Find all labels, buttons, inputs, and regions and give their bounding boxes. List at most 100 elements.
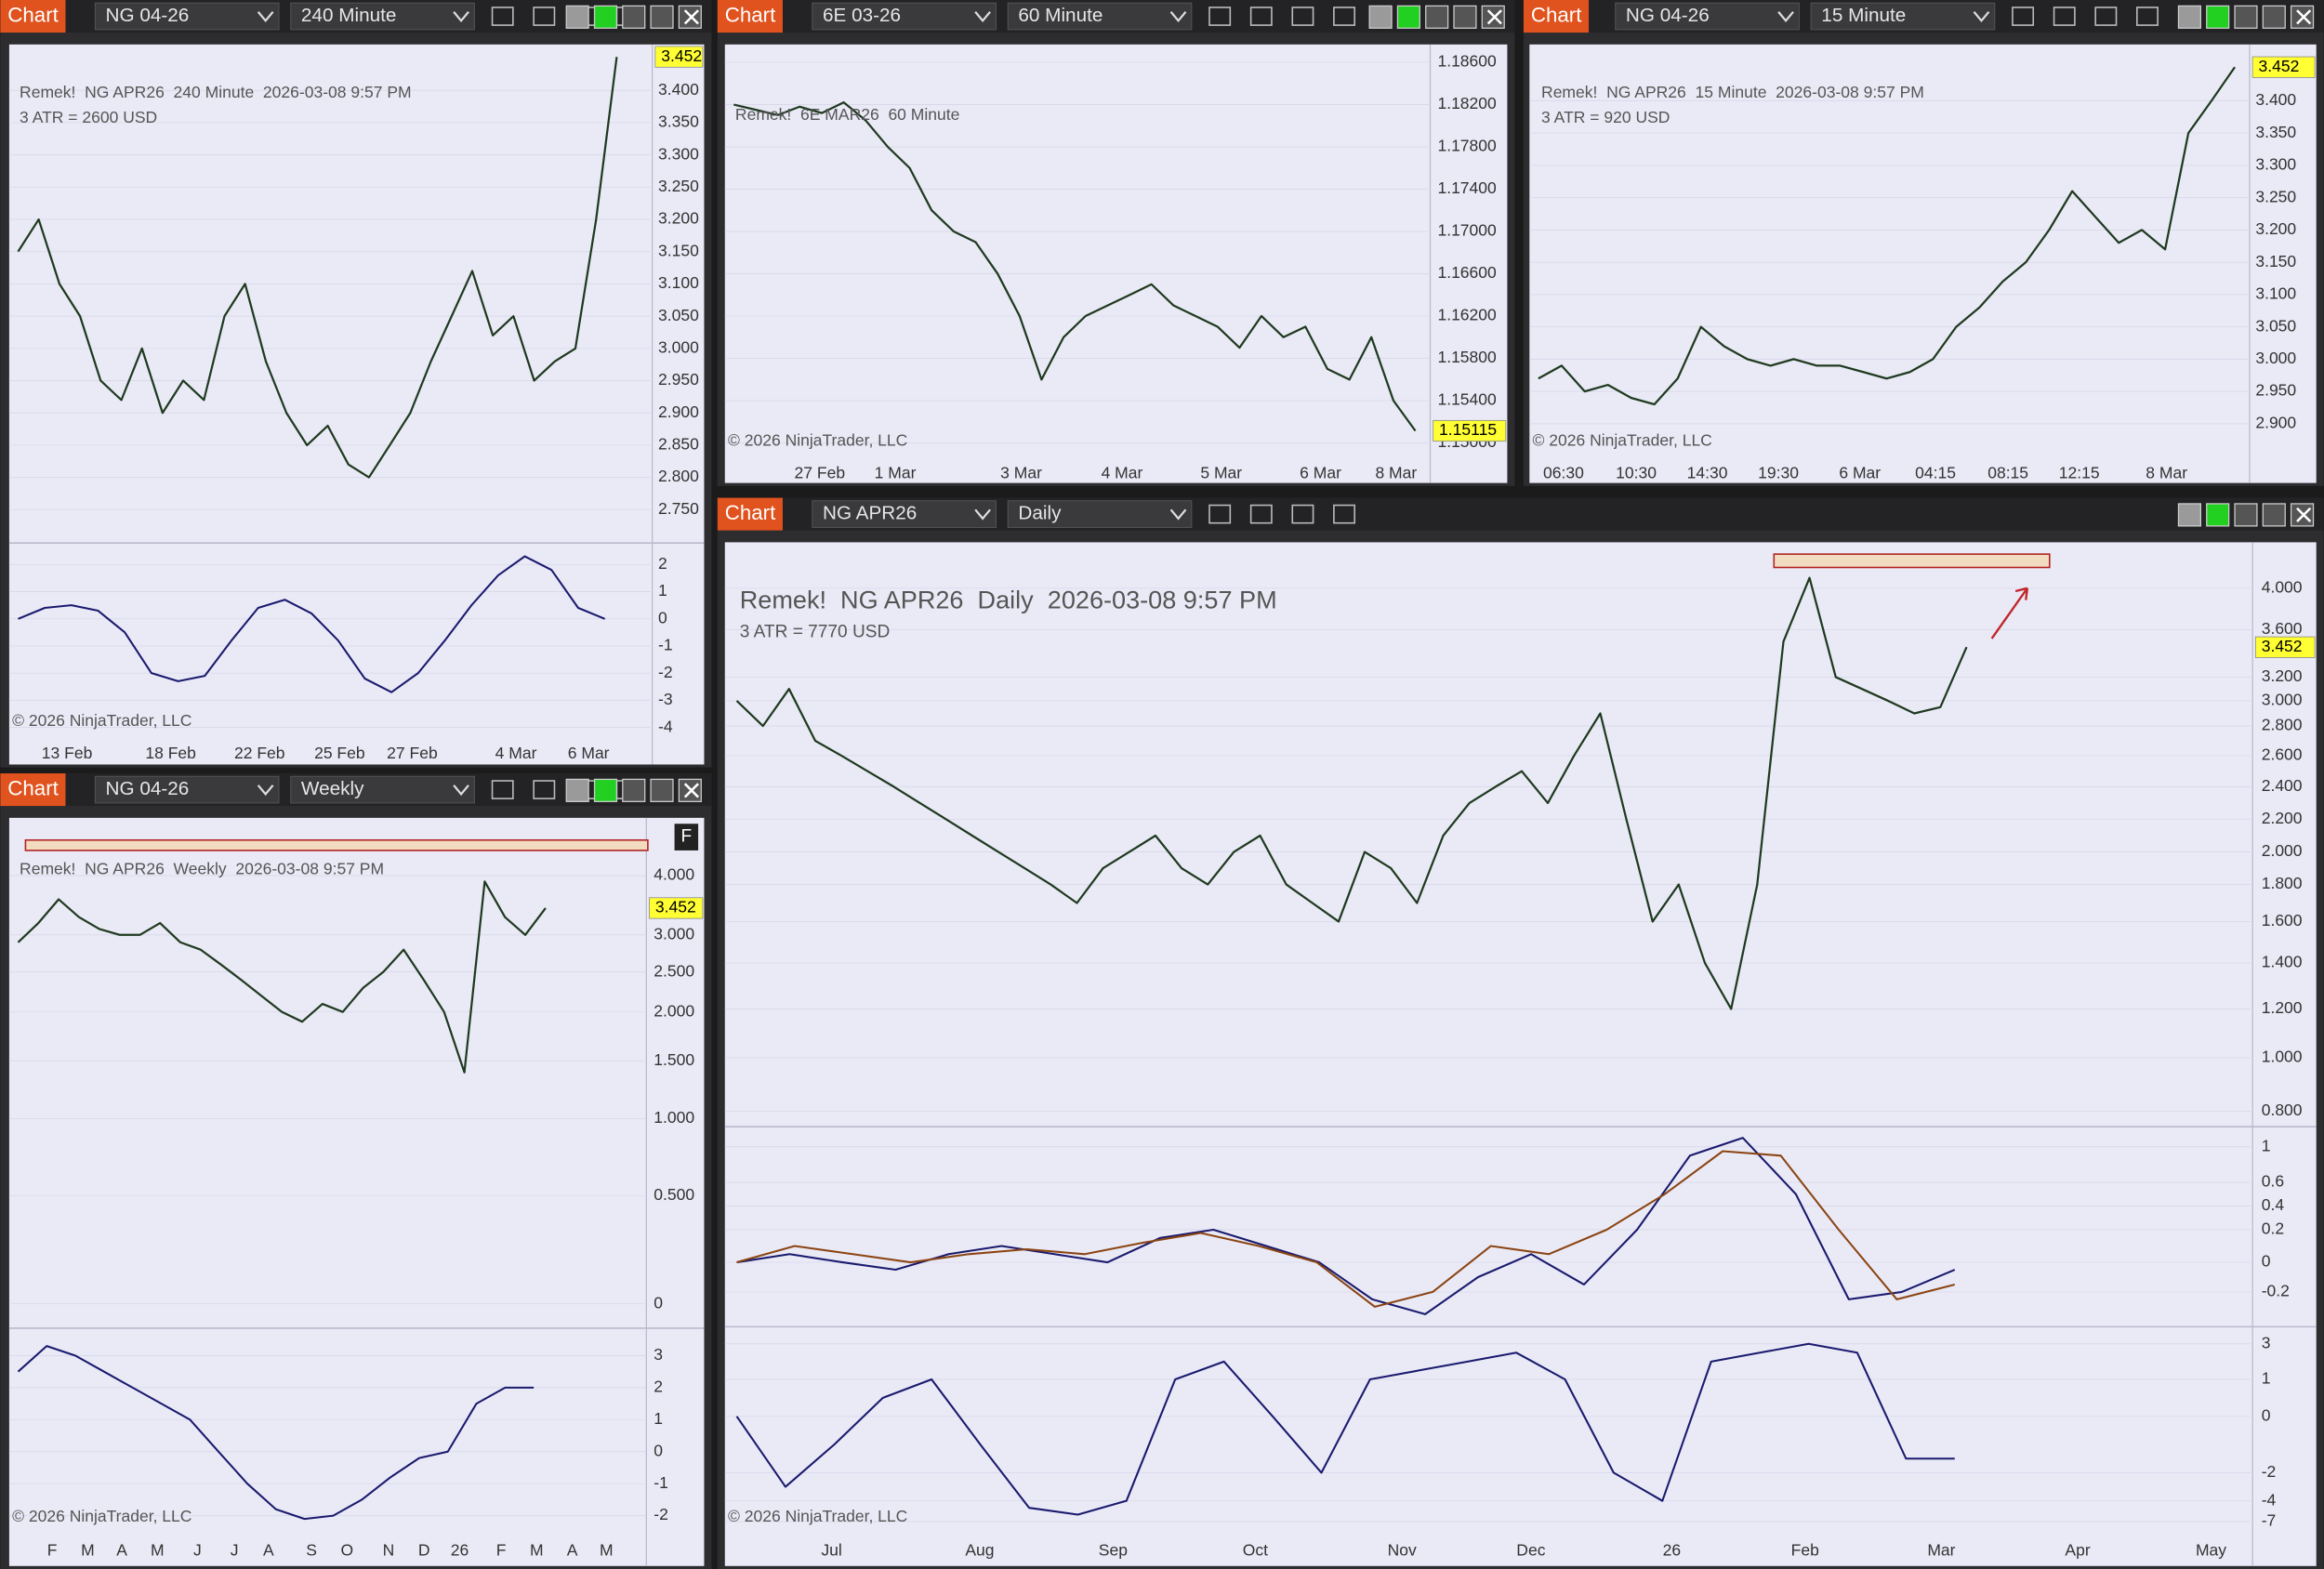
toolbar-icon[interactable] (491, 7, 514, 26)
x-tick-label: A (567, 1540, 578, 1559)
toolbar-icon[interactable] (1333, 504, 1356, 524)
price-line (1538, 66, 2236, 406)
toolbar-icon[interactable] (1291, 504, 1314, 524)
toolbar-icon[interactable] (1249, 504, 1273, 524)
copyright: © 2026 NinjaTrader, LLC (12, 711, 191, 730)
copyright: © 2026 NinjaTrader, LLC (1532, 431, 1711, 450)
y-tick-label: 4.000 (654, 865, 694, 884)
window-button[interactable] (2262, 5, 2286, 29)
x-tick-label: 19:30 (1758, 464, 1799, 482)
price-line (733, 101, 1417, 432)
window-button[interactable] (1453, 5, 1477, 29)
instrument-dropdown[interactable] (94, 2, 280, 31)
tab[interactable] (717, 0, 783, 33)
y-tick-label: 2.850 (658, 435, 699, 454)
tab[interactable] (1523, 0, 1590, 33)
y-tick-label: 1.15400 (1437, 390, 1497, 409)
toolbar-icon[interactable] (1208, 504, 1232, 524)
y-tick-label: 0 (654, 1441, 663, 1459)
y-tick-label: -0.2 (2262, 1282, 2290, 1300)
instrument-dropdown[interactable] (1615, 2, 1800, 31)
y-tick-label: -1 (654, 1473, 668, 1492)
instrument-dropdown[interactable] (812, 500, 997, 528)
plot-area (1529, 44, 2317, 483)
instrument-text: 6E 03-26 (823, 5, 901, 26)
last-price-badge (649, 897, 704, 919)
toolbar-icon[interactable] (2053, 7, 2076, 26)
y-tick-label: 1 (654, 1409, 663, 1428)
x-tick-label: F (47, 1540, 58, 1559)
window-button[interactable] (565, 778, 589, 802)
last-price-label: 3.452 (661, 46, 702, 65)
window-button[interactable] (2234, 5, 2258, 29)
y-tick-label: 1.17800 (1437, 137, 1497, 155)
toolbar-icon[interactable] (1333, 7, 1356, 26)
window-button[interactable] (1396, 5, 1420, 29)
last-price-badge (654, 46, 704, 68)
y-tick-label: -1 (658, 636, 673, 654)
window-button[interactable] (622, 778, 646, 802)
close-icon (2296, 507, 2312, 522)
window-button[interactable] (593, 5, 618, 29)
badge-box[interactable] (674, 824, 699, 850)
y-tick-label: 2.750 (658, 499, 699, 518)
instrument-dropdown[interactable] (94, 775, 280, 804)
toolbar-icon[interactable] (491, 780, 514, 799)
x-tick-label: 26 (1663, 1540, 1681, 1559)
chart-info: Remek! NG APR26 15 Minute 2026-03-08 9:5… (1541, 83, 1924, 101)
window-button[interactable] (2177, 503, 2202, 527)
x-tick-label: 06:30 (1543, 464, 1584, 482)
last-price-badge (2254, 636, 2316, 658)
toolbar-icon[interactable] (1208, 7, 1232, 26)
toolbar-icon[interactable] (2136, 7, 2159, 26)
y-tick-label: 3.100 (2255, 284, 2296, 303)
instrument-dropdown[interactable] (812, 2, 997, 31)
toolbar-icon[interactable] (1291, 7, 1314, 26)
tab[interactable] (0, 773, 66, 807)
tab[interactable] (717, 497, 783, 531)
toolbar-icon[interactable] (533, 7, 556, 26)
toolbar-icon[interactable] (1249, 7, 1273, 26)
tab[interactable] (0, 0, 66, 33)
window-button[interactable] (593, 778, 618, 802)
window-button[interactable] (650, 5, 674, 29)
window-button[interactable] (2234, 503, 2258, 527)
x-tick-label: 04:15 (1915, 464, 1956, 482)
dropdown-arrow (1777, 11, 1794, 23)
toolbar-icon[interactable] (533, 780, 556, 799)
y-tick-label: 1.18200 (1437, 94, 1497, 112)
interval-dropdown[interactable] (290, 775, 475, 804)
window-button[interactable] (1368, 5, 1393, 29)
x-tick-label: O (341, 1540, 354, 1559)
last-price-label: 3.452 (2259, 57, 2300, 75)
interval-dropdown[interactable] (1810, 2, 1996, 31)
window-button[interactable] (565, 5, 589, 29)
x-tick-label: 6 Mar (568, 744, 610, 762)
window-button[interactable] (2262, 503, 2286, 527)
window-button[interactable] (2206, 5, 2230, 29)
interval-dropdown[interactable] (290, 2, 475, 31)
y-tick-label: 3.000 (654, 924, 694, 943)
window-button[interactable] (650, 778, 674, 802)
y-tick-label: 0 (2262, 1252, 2271, 1271)
y-tick-label: -2 (658, 663, 673, 681)
window-button[interactable] (2206, 503, 2230, 527)
plot-area (8, 817, 705, 1566)
y-tick-label: -4 (2262, 1490, 2277, 1509)
y-tick-label: 1 (658, 581, 667, 600)
interval-dropdown[interactable] (1007, 2, 1193, 31)
toolbar-icon[interactable] (2012, 7, 2035, 26)
x-tick-label: M (151, 1540, 165, 1559)
y-tick-label: 3.150 (2255, 252, 2296, 270)
window-button[interactable] (2177, 5, 2202, 29)
interval-dropdown[interactable] (1007, 500, 1193, 528)
toolbar-icon[interactable] (2094, 7, 2118, 26)
x-tick-label: 25 Feb (314, 744, 365, 762)
zone-box (1773, 553, 2051, 569)
x-tick-label: Apr (2065, 1540, 2090, 1559)
y-tick-label: 3.300 (658, 144, 699, 163)
window-button[interactable] (1425, 5, 1449, 29)
window-button[interactable] (622, 5, 646, 29)
x-tick-label: 6 Mar (1839, 464, 1881, 482)
